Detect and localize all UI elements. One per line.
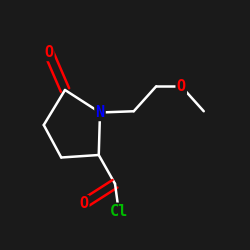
Text: N: N bbox=[96, 105, 104, 120]
Text: O: O bbox=[79, 196, 88, 211]
Text: O: O bbox=[44, 45, 53, 60]
Text: O: O bbox=[177, 79, 186, 94]
Text: Cl: Cl bbox=[110, 204, 128, 219]
